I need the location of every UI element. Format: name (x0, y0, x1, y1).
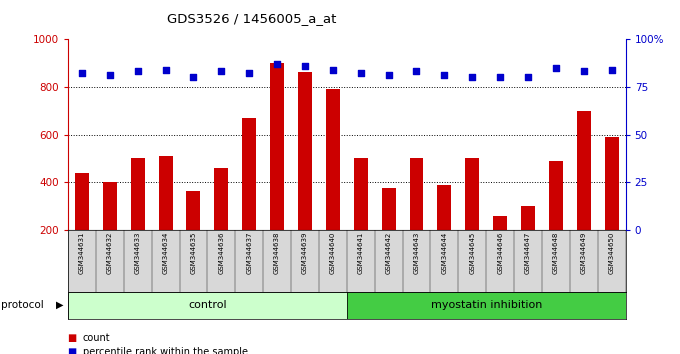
Bar (437, 185, 452, 278)
Point (299, 63, 310, 69)
Point (466, 74, 477, 80)
Bar (521, 206, 535, 278)
Bar (75, 173, 89, 278)
Point (606, 67, 617, 72)
Bar (493, 216, 507, 278)
Point (383, 73, 394, 78)
Bar (354, 159, 368, 278)
Text: GSM344639: GSM344639 (302, 232, 308, 274)
Text: GSM344638: GSM344638 (274, 232, 280, 274)
Bar (409, 159, 424, 278)
Text: GSM344631: GSM344631 (79, 232, 85, 274)
Text: count: count (83, 333, 111, 343)
Bar (214, 168, 228, 278)
Point (76, 70, 87, 76)
Text: GSM344646: GSM344646 (497, 232, 503, 274)
Bar (326, 89, 340, 278)
Point (160, 67, 171, 72)
Text: GSM344648: GSM344648 (553, 232, 559, 274)
Text: GSM344635: GSM344635 (190, 232, 197, 274)
Point (494, 74, 505, 80)
Point (522, 74, 533, 80)
Text: GSM344636: GSM344636 (218, 232, 224, 274)
Bar (577, 110, 591, 278)
Text: myostatin inhibition: myostatin inhibition (430, 300, 542, 310)
Text: GSM344633: GSM344633 (135, 232, 141, 274)
Text: GSM344645: GSM344645 (469, 232, 475, 274)
Text: ■: ■ (68, 347, 80, 354)
Bar (605, 137, 619, 278)
Bar (298, 73, 312, 278)
Text: GSM344647: GSM344647 (525, 232, 531, 274)
Point (243, 70, 254, 76)
Point (439, 73, 449, 78)
Bar (347, 292, 626, 319)
Text: GSM344642: GSM344642 (386, 232, 392, 274)
Text: GSM344637: GSM344637 (246, 232, 252, 274)
Point (327, 67, 338, 72)
Point (271, 61, 282, 67)
Point (216, 69, 226, 74)
Text: GDS3526 / 1456005_a_at: GDS3526 / 1456005_a_at (167, 12, 337, 25)
Bar (465, 159, 479, 278)
Bar (381, 188, 396, 278)
Text: GSM344632: GSM344632 (107, 232, 113, 274)
Text: protocol: protocol (1, 300, 44, 310)
Bar (549, 161, 563, 278)
Bar (68, 292, 347, 319)
Text: GSM344649: GSM344649 (581, 232, 587, 274)
Point (578, 69, 589, 74)
Point (104, 73, 115, 78)
Text: GSM344640: GSM344640 (330, 232, 336, 274)
Point (411, 69, 422, 74)
Bar (270, 63, 284, 278)
Text: GSM344634: GSM344634 (163, 232, 169, 274)
Text: control: control (188, 300, 226, 310)
Bar (242, 118, 256, 278)
Text: GSM344641: GSM344641 (358, 232, 364, 274)
Point (188, 74, 199, 80)
Point (355, 70, 366, 76)
Text: percentile rank within the sample: percentile rank within the sample (83, 347, 248, 354)
Bar (131, 159, 145, 278)
Point (550, 65, 561, 70)
Text: ▶: ▶ (56, 300, 63, 310)
Bar (103, 182, 117, 278)
Text: GSM344643: GSM344643 (413, 232, 420, 274)
Text: GSM344644: GSM344644 (441, 232, 447, 274)
Point (132, 69, 143, 74)
Bar (186, 191, 201, 278)
Text: ■: ■ (68, 333, 80, 343)
Bar (158, 156, 173, 278)
Text: GSM344650: GSM344650 (609, 232, 615, 274)
